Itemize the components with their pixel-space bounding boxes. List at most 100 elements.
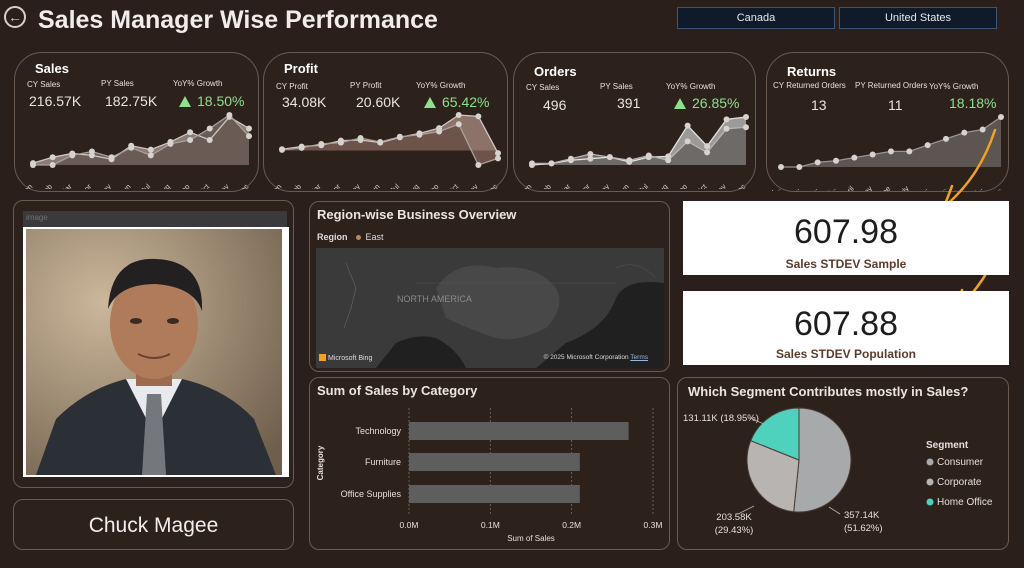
data-point bbox=[475, 162, 482, 168]
data-point bbox=[796, 164, 803, 170]
month-tick-label: June bbox=[875, 184, 893, 191]
profit-sparkline: Jan FebMar AprMay Jun Jul Aug Sep OctNov Dec bbox=[272, 112, 501, 189]
map-legend: Region East bbox=[317, 232, 384, 242]
y-axis-title: Category bbox=[316, 445, 325, 480]
x-tick-label: 0.0M bbox=[400, 520, 419, 530]
data-point bbox=[743, 124, 749, 131]
month-tick-label: Aug bbox=[405, 182, 421, 189]
month-tick-label: Dec bbox=[732, 182, 748, 189]
py-label: PY Profit bbox=[350, 81, 382, 90]
data-point bbox=[167, 140, 174, 147]
legend-marker bbox=[926, 458, 934, 466]
cy-value: 216.57K bbox=[29, 93, 82, 109]
month-tick-label: Mar bbox=[58, 182, 74, 189]
series-area bbox=[282, 124, 498, 165]
up-arrow-icon bbox=[674, 98, 686, 109]
cy-label: CY Profit bbox=[276, 82, 308, 91]
month-tick-label: May bbox=[97, 182, 114, 189]
leader-line bbox=[828, 506, 841, 515]
data-point bbox=[833, 157, 839, 164]
growth-label: YoY% Growth bbox=[666, 82, 716, 91]
data-point bbox=[723, 116, 730, 123]
data-point bbox=[475, 113, 482, 120]
py-value: 182.75K bbox=[105, 93, 158, 109]
data-point bbox=[684, 122, 691, 129]
map-canvas[interactable]: NORTH AMERICA Microsoft Bing © 2025 Micr… bbox=[316, 248, 664, 368]
bar bbox=[409, 453, 580, 471]
up-arrow-icon bbox=[424, 97, 436, 108]
stdev-sample-label: Sales STDEV Sample bbox=[785, 257, 907, 271]
data-point bbox=[69, 152, 76, 159]
data-point bbox=[869, 151, 876, 158]
month-tick-label: Aug bbox=[156, 182, 172, 189]
data-label-consumer-pct: (51.62%) bbox=[844, 523, 883, 534]
cy-value: 496 bbox=[543, 97, 567, 113]
month-tick-label: Nov bbox=[712, 182, 728, 189]
py-label: PY Returned Orders bbox=[855, 81, 928, 90]
x-tick-label: 0.1M bbox=[481, 520, 500, 530]
data-point bbox=[206, 137, 213, 143]
month-tick-label: May bbox=[595, 182, 612, 189]
data-point bbox=[587, 150, 594, 157]
bar bbox=[409, 485, 580, 503]
py-value: 20.60K bbox=[356, 94, 401, 110]
manager-name-card: Chuck Magee bbox=[13, 499, 294, 550]
slicer-canada[interactable]: Canada bbox=[677, 7, 835, 29]
legend-title: Region bbox=[317, 232, 348, 242]
month-tick-label: Jan bbox=[23, 182, 34, 189]
data-label-corporate-value: 203.58K bbox=[716, 512, 752, 523]
back-button[interactable]: ← bbox=[4, 6, 26, 28]
data-point bbox=[298, 144, 305, 151]
series-line bbox=[32, 116, 250, 164]
data-point bbox=[814, 159, 821, 166]
slicer-united-states[interactable]: United States bbox=[839, 7, 997, 29]
month-tick-label: Jun bbox=[616, 182, 631, 189]
month-tick-label: Nov bbox=[215, 182, 231, 189]
up-arrow-icon bbox=[179, 96, 191, 107]
data-point bbox=[851, 154, 858, 161]
kpi-title: Returns bbox=[787, 64, 837, 79]
month-tick-label: Oct bbox=[197, 181, 212, 189]
stdev-sample-card: 607.98 Sales STDEV Sample bbox=[683, 201, 1009, 275]
month-tick-label: Apr bbox=[79, 182, 94, 189]
month-tick-label: (Bl... bbox=[771, 184, 782, 191]
month-tick-label: May bbox=[858, 184, 875, 191]
month-tick-label: Jul bbox=[139, 182, 152, 189]
py-label: PY Sales bbox=[600, 82, 633, 91]
month-tick-label: Sep bbox=[425, 182, 441, 189]
series-area bbox=[781, 117, 1001, 167]
data-point bbox=[88, 148, 95, 155]
legend-item: Home Office bbox=[937, 497, 993, 508]
growth-number: 65.42% bbox=[442, 94, 490, 110]
legend-title: Segment bbox=[926, 440, 969, 451]
month-tick-label: Feb bbox=[537, 182, 553, 189]
month-tick-label: Sep... bbox=[927, 184, 947, 191]
month-tick-label: Dec bbox=[484, 182, 500, 189]
py-label: PY Sales bbox=[101, 79, 134, 88]
legend-dot bbox=[356, 235, 362, 240]
cy-label: CY Returned Orders bbox=[773, 81, 846, 90]
segment-pie-chart-panel: Which Segment Contributes mostly in Sale… bbox=[677, 377, 1009, 550]
month-tick-label: Sep bbox=[176, 182, 192, 189]
data-point bbox=[998, 114, 1004, 120]
py-value: 11 bbox=[888, 97, 903, 113]
data-point bbox=[567, 155, 574, 162]
kpi-title: Sales bbox=[35, 61, 69, 76]
data-label-corporate-pct: (29.43%) bbox=[715, 525, 754, 536]
month-tick-label: Apr bbox=[577, 182, 592, 189]
x-axis-title: Sum of Sales bbox=[507, 534, 555, 543]
data-point bbox=[128, 144, 135, 151]
stdev-population-label: Sales STDEV Population bbox=[775, 347, 917, 361]
month-tick-label: Nov bbox=[464, 182, 480, 189]
data-point bbox=[377, 138, 384, 145]
month-tick-label: Aug... bbox=[909, 184, 929, 191]
data-point bbox=[30, 162, 36, 168]
data-point bbox=[416, 131, 423, 138]
category-label: Technology bbox=[355, 426, 401, 436]
data-label-home-office: 131.11K (18.95%) bbox=[683, 413, 759, 424]
data-point bbox=[187, 129, 194, 136]
terms-link[interactable]: Terms bbox=[630, 354, 648, 361]
data-point bbox=[337, 139, 344, 146]
data-point bbox=[587, 155, 594, 162]
series-line bbox=[532, 126, 747, 165]
